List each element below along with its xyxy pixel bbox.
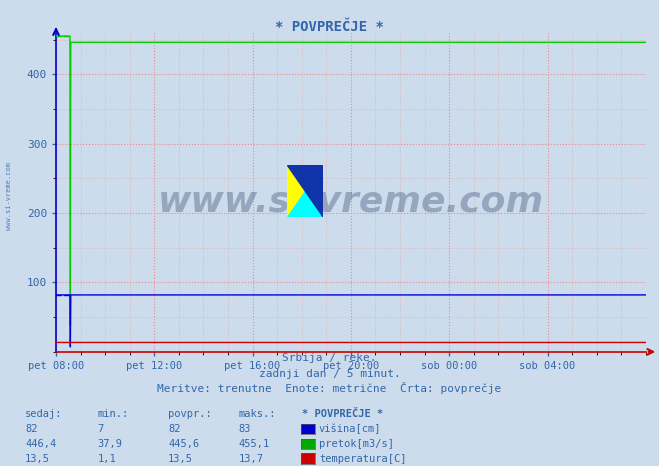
Text: sedaj:: sedaj: (25, 409, 63, 419)
Text: * POVPREČJE *: * POVPREČJE * (275, 20, 384, 34)
Text: Srbija / reke.: Srbija / reke. (282, 353, 377, 363)
Text: pretok[m3/s]: pretok[m3/s] (319, 439, 394, 449)
Text: min.:: min.: (98, 409, 129, 419)
Text: 82: 82 (25, 424, 38, 434)
Text: www.si-vreme.com: www.si-vreme.com (5, 162, 12, 230)
Text: * POVPREČJE *: * POVPREČJE * (302, 409, 383, 419)
Text: 455,1: 455,1 (239, 439, 270, 449)
Text: 1,1: 1,1 (98, 454, 116, 464)
Text: temperatura[C]: temperatura[C] (319, 454, 407, 464)
Polygon shape (287, 165, 323, 217)
Text: zadnji dan / 5 minut.: zadnji dan / 5 minut. (258, 369, 401, 378)
Text: www.si-vreme.com: www.si-vreme.com (158, 185, 544, 219)
Text: maks.:: maks.: (239, 409, 276, 419)
Text: 13,5: 13,5 (168, 454, 193, 464)
Text: 13,5: 13,5 (25, 454, 50, 464)
Text: Meritve: trenutne  Enote: metrične  Črta: povprečje: Meritve: trenutne Enote: metrične Črta: … (158, 382, 501, 394)
Text: 445,6: 445,6 (168, 439, 199, 449)
Polygon shape (287, 165, 323, 217)
Text: 83: 83 (239, 424, 251, 434)
Text: 82: 82 (168, 424, 181, 434)
Text: 13,7: 13,7 (239, 454, 264, 464)
Text: 446,4: 446,4 (25, 439, 56, 449)
Text: 37,9: 37,9 (98, 439, 123, 449)
Text: 7: 7 (98, 424, 103, 434)
Text: povpr.:: povpr.: (168, 409, 212, 419)
Text: višina[cm]: višina[cm] (319, 424, 382, 434)
Polygon shape (287, 165, 323, 217)
